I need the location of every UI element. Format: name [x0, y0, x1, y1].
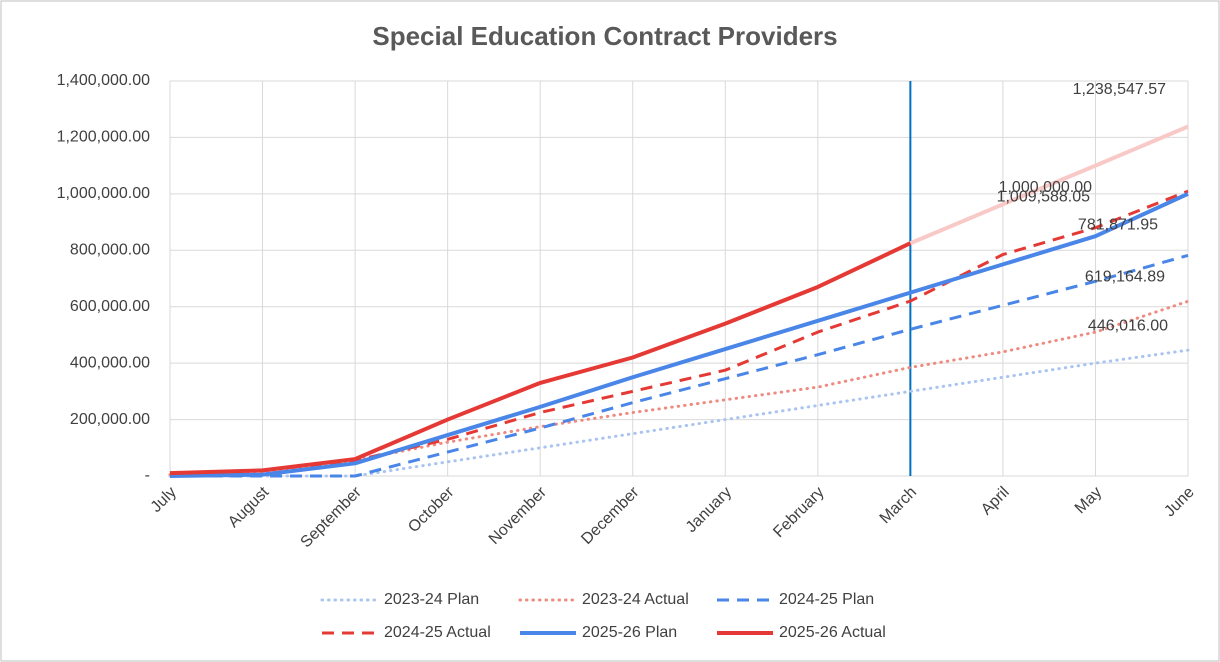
series-line — [909, 124, 1189, 246]
legend-label: 2024-25 Actual — [384, 624, 491, 641]
data-label: 1,238,547.57 — [1073, 81, 1167, 98]
data-label: 781,871.95 — [1078, 217, 1158, 234]
data-label: 1,000,000.00 — [999, 179, 1093, 196]
data-label: 1,009,588.05 — [997, 188, 1091, 205]
legend-label: 2023-24 Actual — [582, 591, 689, 608]
series-line — [169, 192, 1189, 478]
series-line — [169, 241, 912, 476]
series-line — [170, 253, 1189, 478]
y-tick-label: 1,400,000.00 — [57, 72, 151, 89]
legend-label: 2025-26 Plan — [582, 624, 677, 641]
y-tick-label: 400,000.00 — [70, 354, 150, 371]
data-label: 446,016.00 — [1088, 317, 1168, 334]
legend-label: 2024-25 Plan — [779, 591, 874, 608]
y-tick-label: 1,000,000.00 — [57, 185, 151, 202]
y-tick-label: 600,000.00 — [70, 298, 150, 315]
y-tick-label: 200,000.00 — [70, 411, 150, 428]
chart-title: Special Education Contract Providers — [372, 21, 837, 51]
data-label: 619,164.89 — [1085, 269, 1165, 286]
legend-label: 2025-26 Actual — [779, 624, 886, 641]
legend-label: 2023-24 Plan — [384, 591, 479, 608]
y-tick-label: 1,200,000.00 — [57, 129, 151, 146]
y-tick-label: - — [145, 467, 150, 484]
y-tick-label: 800,000.00 — [70, 242, 150, 259]
